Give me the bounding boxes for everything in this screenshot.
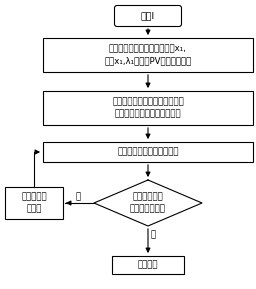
Text: 否: 否 (76, 192, 81, 201)
Bar (43, 142, 253, 162)
Text: 将灵敏度法估算出的负荷裕度作
为步长，计算曲线上的第二点: 将灵敏度法估算出的负荷裕度作 为步长，计算曲线上的第二点 (112, 98, 184, 118)
Bar (5, 187, 63, 219)
FancyBboxPatch shape (114, 5, 182, 27)
Text: 计算曲线上
下一点: 计算曲线上 下一点 (21, 193, 47, 213)
Polygon shape (94, 180, 202, 226)
Text: 用二次曲线拟合法估计鞍点: 用二次曲线拟合法估计鞍点 (117, 147, 179, 157)
Text: 是: 是 (151, 231, 156, 240)
Text: 计算故障后系统的初始潮流解x₁,
将（x₁,λ₁）作为PV曲线的第一点: 计算故障后系统的初始潮流解x₁, 将（x₁,λ₁）作为PV曲线的第一点 (104, 45, 192, 65)
Text: 故障l: 故障l (141, 12, 155, 21)
Text: 第二点与鞍点
是否足够接近？: 第二点与鞍点 是否足够接近？ (130, 193, 166, 213)
Bar (43, 38, 253, 72)
Bar (112, 256, 184, 274)
Text: 计算结果: 计算结果 (138, 260, 158, 270)
Bar (43, 91, 253, 125)
